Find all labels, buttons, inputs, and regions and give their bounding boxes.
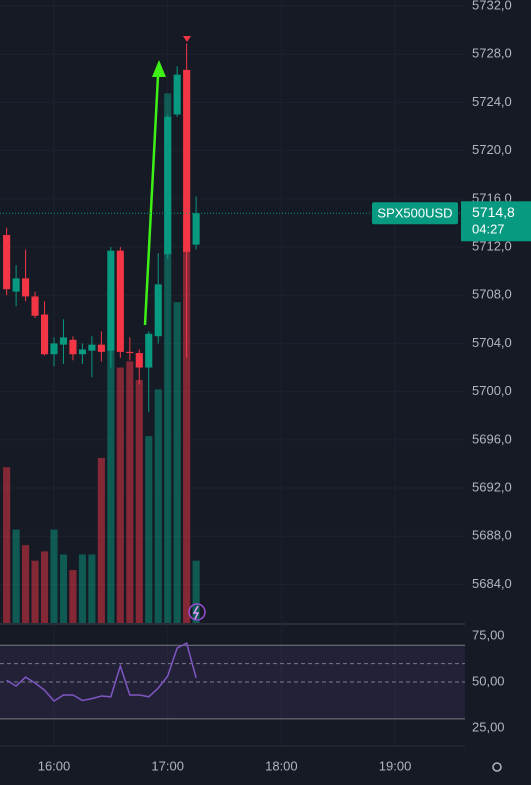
y-tick-label: 5708,0 — [472, 287, 512, 302]
symbol-label: SPX500USD — [377, 206, 452, 221]
volume-bar — [12, 529, 20, 623]
rsi-tick-label: 25,00 — [472, 720, 505, 735]
candle-body — [164, 116, 172, 255]
candle-body — [116, 250, 124, 352]
candle-body — [22, 278, 30, 297]
volume-bar — [192, 560, 200, 623]
symbol-tag — [372, 202, 458, 225]
volume-bar — [78, 554, 86, 623]
candle-body — [135, 353, 143, 368]
y-tick-label: 5728,0 — [472, 46, 512, 61]
candle-body — [126, 351, 134, 354]
volume-bar — [88, 554, 96, 623]
volume-bar — [40, 551, 49, 623]
volume-bar — [107, 286, 115, 623]
rsi-tick-label: 75,00 — [472, 627, 505, 642]
volume-bar — [69, 570, 77, 623]
price-tag — [461, 201, 531, 242]
candle-body — [69, 339, 77, 355]
y-tick-label: 5700,0 — [472, 383, 512, 398]
event-icon[interactable] — [188, 603, 206, 621]
y-tick-label: 5732,0 — [472, 0, 512, 12]
candle-body — [97, 344, 105, 352]
x-tick-label: 16:00 — [38, 758, 71, 773]
volume-bar — [97, 457, 105, 623]
candle-body — [88, 344, 96, 351]
candle-body — [3, 234, 11, 290]
rsi-tick-label: 50,00 — [472, 673, 505, 688]
rsi-line — [6, 641, 197, 702]
volume-bar — [154, 389, 162, 623]
y-tick-label: 5688,0 — [472, 528, 512, 543]
y-tick-label: 5724,0 — [472, 94, 512, 109]
volume-bar — [59, 554, 68, 623]
y-tick-label: 5704,0 — [472, 335, 512, 350]
volume-bar — [173, 302, 181, 623]
plot: 5732,05728,05724,05720,05716,05712,05708… — [0, 0, 512, 773]
candle-body — [173, 74, 181, 115]
y-tick-label: 5696,0 — [472, 431, 512, 446]
high-marker — [183, 36, 191, 42]
volume-bar — [22, 545, 30, 623]
settings-icon[interactable] — [492, 762, 502, 772]
volume-bar — [3, 467, 11, 623]
x-tick-label: 17:00 — [151, 758, 184, 773]
volume-bar — [145, 436, 153, 623]
event-bolt — [192, 605, 200, 620]
volume-bar — [164, 93, 172, 623]
candle-body — [154, 284, 162, 337]
candle-body — [31, 296, 39, 316]
x-tick-label: 19:00 — [379, 758, 412, 773]
volume-bar — [50, 529, 58, 623]
volume-bar — [126, 361, 134, 623]
last-price-label: 5714,8 — [472, 204, 515, 220]
volume-bar — [31, 560, 39, 623]
y-tick-label: 5712,0 — [472, 238, 512, 253]
candle-body — [78, 349, 86, 355]
arrow-head — [152, 60, 166, 77]
candle-body — [12, 278, 20, 292]
candle-body — [192, 213, 200, 245]
arrow-shaft — [143, 75, 160, 326]
candle-body — [145, 333, 153, 368]
countdown-label: 04:27 — [472, 222, 505, 237]
candle-body — [50, 343, 58, 355]
volume-bar — [116, 367, 124, 623]
volume-bar — [183, 218, 191, 624]
candle-body — [40, 314, 49, 355]
candle-body — [107, 250, 115, 351]
candle-body — [183, 69, 191, 252]
y-tick-label: 5692,0 — [472, 479, 512, 494]
candle-body — [59, 337, 68, 345]
x-tick-label: 18:00 — [265, 758, 298, 773]
y-tick-label: 5684,0 — [472, 576, 512, 591]
y-tick-label: 5720,0 — [472, 142, 512, 157]
volume-bar — [135, 380, 143, 623]
